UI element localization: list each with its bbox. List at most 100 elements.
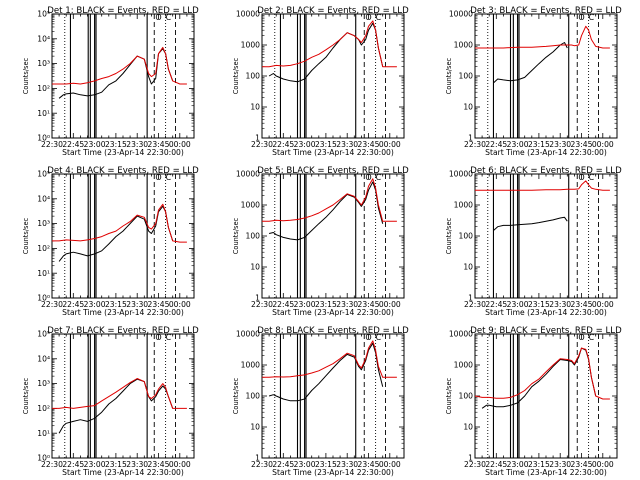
panel-det-8: Det 8: BLACK = Events, RED = LLD 1 10 100 10… bbox=[232, 326, 409, 477]
plot-frame bbox=[474, 173, 618, 299]
panel-title: Det 9: BLACK = Events, RED = LLD bbox=[470, 326, 622, 336]
y-axis-label: Counts/sec bbox=[22, 57, 30, 94]
x-tick-label: 23:45 bbox=[148, 140, 170, 149]
y-tick-label: 10² bbox=[37, 404, 50, 413]
x-tick-label: 00:00 bbox=[379, 460, 401, 469]
series-line-events bbox=[268, 342, 384, 402]
y-tick-label: 100 bbox=[246, 392, 261, 401]
marker-C: C bbox=[166, 13, 172, 22]
marker-C: C bbox=[589, 333, 595, 342]
x-tick-label: 23:15 bbox=[528, 300, 550, 309]
x-tick-label: 22:30 bbox=[464, 140, 486, 149]
marker-C: C bbox=[589, 13, 595, 22]
y-tick-label: 100 bbox=[246, 72, 261, 81]
marker-O: O bbox=[155, 13, 161, 22]
y-tick-label: 10000 bbox=[236, 10, 260, 19]
x-axis-label: Start Time (23-Apr-14 22:30:00) bbox=[272, 148, 394, 157]
y-tick-label: 1000 bbox=[241, 201, 260, 210]
marker-O: O bbox=[578, 333, 584, 342]
y-axis-label: Counts/sec bbox=[22, 377, 30, 414]
panel-title: Det 5: BLACK = Events, RED = LLD bbox=[257, 166, 409, 176]
x-tick-label: 22:45 bbox=[62, 300, 84, 309]
x-tick-label: 00:00 bbox=[169, 300, 191, 309]
x-tick-label: 23:15 bbox=[105, 300, 127, 309]
x-axis-label: Start Time (23-Apr-14 22:30:00) bbox=[62, 468, 184, 477]
y-tick-label: 10 bbox=[250, 103, 260, 112]
y-tick-label: 1000 bbox=[241, 361, 260, 370]
y-tick-label: 10¹ bbox=[37, 269, 50, 278]
y-tick-label: 100 bbox=[459, 232, 474, 241]
x-tick-label: 23:45 bbox=[571, 460, 593, 469]
x-tick-label: 23:45 bbox=[358, 140, 380, 149]
x-tick-label: 23:30 bbox=[336, 140, 358, 149]
y-tick-label: 10⁵ bbox=[37, 330, 50, 339]
panel-det-4: Det 4: BLACK = Events, RED = LLD 10⁰ 10¹ 10… bbox=[22, 166, 199, 317]
x-tick-label: 23:00 bbox=[507, 140, 529, 149]
y-tick-label: 1 bbox=[255, 454, 260, 463]
panel-det-3: Det 3: BLACK = Events, RED = LLD 1 10 100 10… bbox=[445, 6, 622, 157]
panel-title: Det 1: BLACK = Events, RED = LLD bbox=[47, 6, 199, 16]
x-tick-label: 22:30 bbox=[464, 300, 486, 309]
y-tick-label: 1000 bbox=[454, 361, 473, 370]
x-tick-label: 23:00 bbox=[294, 300, 316, 309]
x-tick-label: 23:15 bbox=[315, 300, 337, 309]
series-line-lld bbox=[475, 180, 610, 191]
x-tick-label: 22:45 bbox=[272, 300, 294, 309]
x-tick-label: 22:45 bbox=[485, 140, 507, 149]
x-tick-label: 23:00 bbox=[84, 140, 106, 149]
y-tick-label: 10⁰ bbox=[37, 134, 50, 143]
x-axis-label: Start Time (23-Apr-14 22:30:00) bbox=[485, 308, 607, 317]
y-tick-label: 10³ bbox=[37, 219, 50, 228]
x-tick-label: 23:15 bbox=[315, 140, 337, 149]
y-axis-label: Counts/sec bbox=[445, 57, 453, 94]
x-tick-label: 22:30 bbox=[41, 300, 63, 309]
panel-det-2: Det 2: BLACK = Events, RED = LLD 1 10 100 10… bbox=[232, 6, 409, 157]
y-tick-label: 10 bbox=[250, 263, 260, 272]
x-tick-label: 00:00 bbox=[169, 460, 191, 469]
series-line-events bbox=[268, 181, 384, 241]
panel-title: Det 6: BLACK = Events, RED = LLD bbox=[470, 166, 622, 176]
y-tick-label: 10⁵ bbox=[37, 10, 50, 19]
plot-frame bbox=[51, 13, 195, 139]
series-line-events bbox=[493, 42, 568, 84]
panel-title: Det 2: BLACK = Events, RED = LLD bbox=[257, 6, 409, 16]
x-tick-label: 22:45 bbox=[485, 460, 507, 469]
x-tick-label: 23:45 bbox=[358, 300, 380, 309]
y-tick-label: 10 bbox=[463, 103, 473, 112]
marker-C: C bbox=[166, 173, 172, 182]
y-tick-label: 1 bbox=[468, 294, 473, 303]
y-tick-label: 10 bbox=[250, 423, 260, 432]
marker-O: O bbox=[578, 173, 584, 182]
y-tick-label: 10⁴ bbox=[37, 34, 50, 43]
marker-C: C bbox=[166, 333, 172, 342]
y-tick-label: 10⁰ bbox=[37, 294, 50, 303]
series-line-events bbox=[481, 347, 597, 409]
y-tick-label: 10 bbox=[463, 263, 473, 272]
x-tick-label: 23:15 bbox=[105, 460, 127, 469]
x-tick-label: 23:30 bbox=[336, 300, 358, 309]
plot-frame bbox=[261, 173, 405, 299]
series-line-events bbox=[268, 22, 384, 83]
panel-det-9: Det 9: BLACK = Events, RED = LLD 1 10 100 10… bbox=[445, 326, 622, 477]
x-tick-label: 22:45 bbox=[62, 140, 84, 149]
x-tick-label: 23:45 bbox=[148, 300, 170, 309]
series-line-events bbox=[493, 216, 568, 231]
x-tick-label: 23:30 bbox=[549, 460, 571, 469]
series-line-lld bbox=[52, 46, 187, 85]
panel-det-7: Det 7: BLACK = Events, RED = LLD 10⁰ 10¹ 10… bbox=[22, 326, 199, 477]
y-tick-label: 10³ bbox=[37, 379, 50, 388]
x-axis-label: Start Time (23-Apr-14 22:30:00) bbox=[272, 308, 394, 317]
y-axis-label: Counts/sec bbox=[445, 377, 453, 414]
y-axis-label: Counts/sec bbox=[232, 57, 240, 94]
x-tick-label: 23:00 bbox=[84, 300, 106, 309]
series-line-lld bbox=[475, 25, 610, 49]
marker-O: O bbox=[155, 333, 161, 342]
x-tick-label: 22:30 bbox=[251, 460, 273, 469]
x-tick-label: 23:00 bbox=[294, 140, 316, 149]
x-tick-label: 22:30 bbox=[251, 140, 273, 149]
series-line-lld bbox=[52, 378, 187, 409]
series-line-lld bbox=[475, 347, 610, 400]
y-tick-label: 10² bbox=[37, 84, 50, 93]
y-tick-label: 100 bbox=[459, 392, 474, 401]
marker-O: O bbox=[365, 333, 371, 342]
